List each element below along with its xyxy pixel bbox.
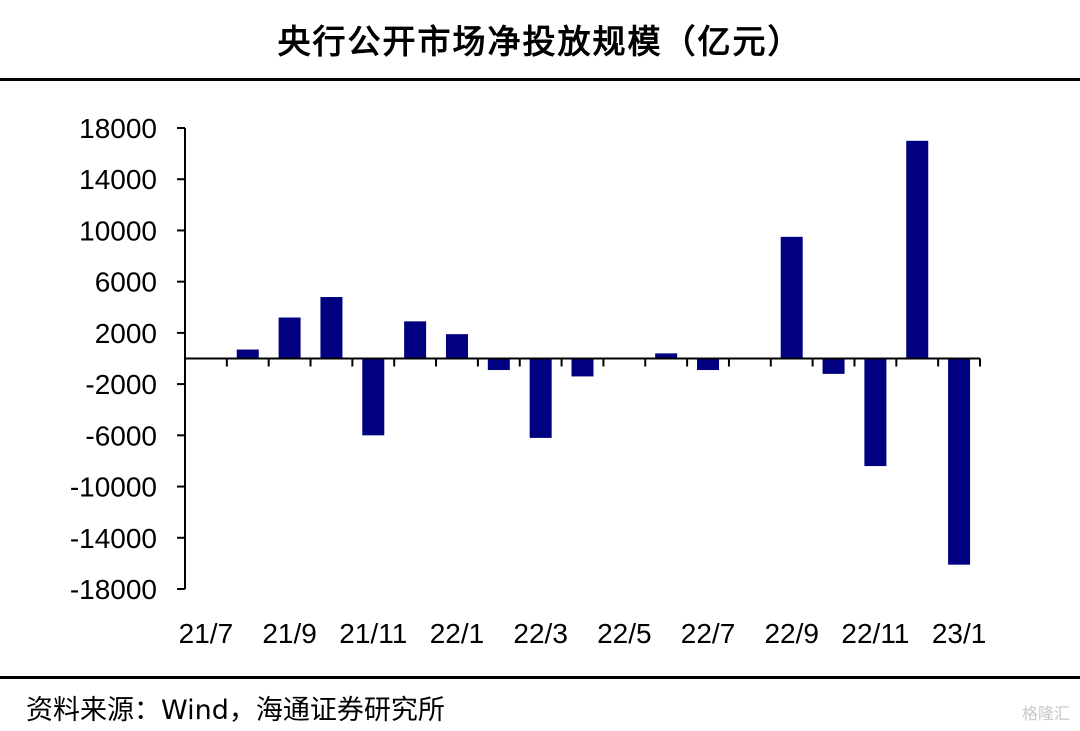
bar-22/11 — [864, 358, 887, 467]
x-tick-label: 21/9 — [262, 618, 317, 649]
x-axis — [184, 357, 981, 367]
bar-22/3 — [529, 358, 552, 438]
y-tick-label: 18000 — [79, 113, 157, 144]
bar-21/9 — [278, 317, 301, 359]
y-tick-label: -6000 — [85, 420, 157, 451]
title-divider — [0, 78, 1080, 81]
x-tick-labels: 21/7 21/9 21/11 22/1 22/3 22/5 22/7 22/9 22/11 23… — [179, 618, 987, 649]
chart-title: 央行公开市场净投放规模（亿元） — [277, 22, 803, 61]
bar-21/11 — [362, 358, 385, 436]
y-tick-label: 6000 — [95, 267, 157, 298]
x-tick-label: 21/11 — [339, 618, 407, 649]
watermark-logo: 格隆汇 — [1021, 704, 1070, 723]
bar-chart: 18000 14000 10000 6000 2000 -2000 -6000 -10000 -… — [70, 113, 987, 649]
y-tick-label: -10000 — [70, 472, 157, 503]
bar-22/4 — [571, 358, 594, 377]
y-axis: 18000 14000 10000 6000 2000 -2000 -6000 -10000 -… — [70, 113, 186, 605]
bar-21/10 — [320, 297, 343, 359]
x-tick-label: 23/1 — [932, 618, 987, 649]
bars — [236, 140, 971, 565]
bar-21/8 — [236, 349, 259, 359]
source-note: 资料来源：Wind，海通证券研究所 — [26, 694, 445, 726]
x-tick-label: 22/9 — [764, 618, 819, 649]
bar-23/1 — [948, 358, 971, 565]
bar-22/6 — [655, 353, 678, 359]
y-tick-label: -18000 — [70, 574, 157, 605]
x-tick-label: 22/11 — [841, 618, 909, 649]
y-tick-label: 14000 — [79, 164, 157, 195]
x-tick-label: 22/1 — [430, 618, 485, 649]
y-tick-label: -14000 — [70, 523, 157, 554]
bar-22/2 — [487, 358, 510, 371]
x-tick-label: 22/3 — [513, 618, 568, 649]
bar-22/9 — [780, 236, 803, 359]
bar-22/7 — [697, 358, 720, 371]
x-tick-label: 21/7 — [179, 618, 234, 649]
bar-21/12 — [404, 321, 427, 359]
y-tick-label: 10000 — [79, 215, 157, 246]
y-tick-label: -2000 — [85, 369, 157, 400]
bar-22/12 — [906, 140, 929, 359]
bar-22/10 — [822, 358, 845, 374]
y-tick-label: 2000 — [95, 318, 157, 349]
x-tick-label: 22/5 — [597, 618, 652, 649]
x-tick-label: 22/7 — [681, 618, 736, 649]
bar-22/1 — [445, 334, 468, 359]
source-divider — [0, 676, 1080, 679]
